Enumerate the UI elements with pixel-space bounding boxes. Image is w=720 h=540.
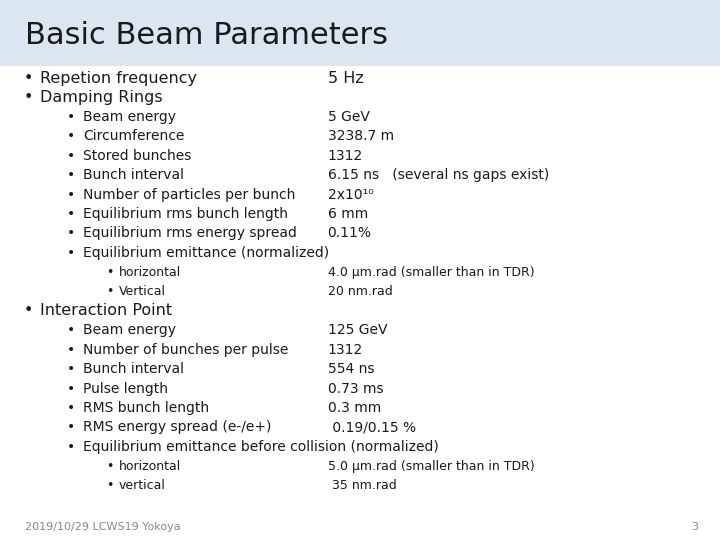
Text: Bunch interval: Bunch interval [83,362,184,376]
Text: •: • [67,187,75,201]
Text: 2019/10/29 LCWS19 Yokoya: 2019/10/29 LCWS19 Yokoya [25,522,181,532]
Text: Circumference: Circumference [83,130,184,144]
Text: Repetion frequency: Repetion frequency [40,71,197,86]
Text: •: • [67,130,75,144]
Text: Basic Beam Parameters: Basic Beam Parameters [25,21,388,50]
Text: 5 Hz: 5 Hz [328,71,364,86]
Text: 125 GeV: 125 GeV [328,323,387,338]
Text: Damping Rings: Damping Rings [40,90,162,105]
Text: •: • [67,440,75,454]
Text: Equilibrium emittance (normalized): Equilibrium emittance (normalized) [83,246,329,260]
Text: 3: 3 [691,522,698,532]
Text: 3238.7 m: 3238.7 m [328,130,394,144]
Text: 6.15 ns   (several ns gaps exist): 6.15 ns (several ns gaps exist) [328,168,549,183]
Text: Equilibrium rms energy spread: Equilibrium rms energy spread [83,226,297,240]
Text: •: • [106,285,113,298]
Text: Beam energy: Beam energy [83,323,176,338]
Text: Beam energy: Beam energy [83,110,176,124]
Text: RMS bunch length: RMS bunch length [83,401,209,415]
Text: Pulse length: Pulse length [83,382,168,396]
Text: •: • [67,343,75,357]
Text: 0.19/0.15 %: 0.19/0.15 % [328,420,415,434]
Text: 0.73 ms: 0.73 ms [328,382,383,396]
Text: horizontal: horizontal [119,460,181,472]
Text: vertical: vertical [119,479,166,492]
Text: 1312: 1312 [328,149,363,163]
Text: •: • [67,401,75,415]
Text: •: • [67,246,75,260]
Text: •: • [67,362,75,376]
Text: Equilibrium rms bunch length: Equilibrium rms bunch length [83,207,288,221]
Text: •: • [24,90,33,105]
Text: •: • [67,226,75,240]
Text: •: • [67,149,75,163]
Text: •: • [106,460,113,472]
Text: Stored bunches: Stored bunches [83,149,192,163]
Text: •: • [67,168,75,183]
Text: 35 nm.rad: 35 nm.rad [328,479,396,492]
Text: •: • [24,303,33,319]
Text: •: • [67,207,75,221]
Text: 0.3 mm: 0.3 mm [328,401,381,415]
Text: 1312: 1312 [328,343,363,357]
Text: •: • [106,266,113,279]
Text: •: • [106,479,113,492]
Text: Number of bunches per pulse: Number of bunches per pulse [83,343,288,357]
Text: Bunch interval: Bunch interval [83,168,184,183]
Text: 5 GeV: 5 GeV [328,110,369,124]
Text: Number of particles per bunch: Number of particles per bunch [83,187,295,201]
Text: 5.0 μm.rad (smaller than in TDR): 5.0 μm.rad (smaller than in TDR) [328,460,534,472]
Text: 2x10¹⁰: 2x10¹⁰ [328,187,374,201]
Text: RMS energy spread (e-/e+): RMS energy spread (e-/e+) [83,420,271,434]
Text: Vertical: Vertical [119,285,166,298]
Text: horizontal: horizontal [119,266,181,279]
Text: •: • [24,71,33,86]
Text: 0.11%: 0.11% [328,226,372,240]
Text: 554 ns: 554 ns [328,362,374,376]
Text: Equilibrium emittance before collision (normalized): Equilibrium emittance before collision (… [83,440,438,454]
Text: 20 nm.rad: 20 nm.rad [328,285,392,298]
Text: •: • [67,110,75,124]
FancyBboxPatch shape [0,0,720,65]
Text: •: • [67,323,75,338]
Text: 6 mm: 6 mm [328,207,368,221]
Text: •: • [67,420,75,434]
Text: •: • [67,382,75,396]
Text: 4.0 μm.rad (smaller than in TDR): 4.0 μm.rad (smaller than in TDR) [328,266,534,279]
Text: Interaction Point: Interaction Point [40,303,172,319]
